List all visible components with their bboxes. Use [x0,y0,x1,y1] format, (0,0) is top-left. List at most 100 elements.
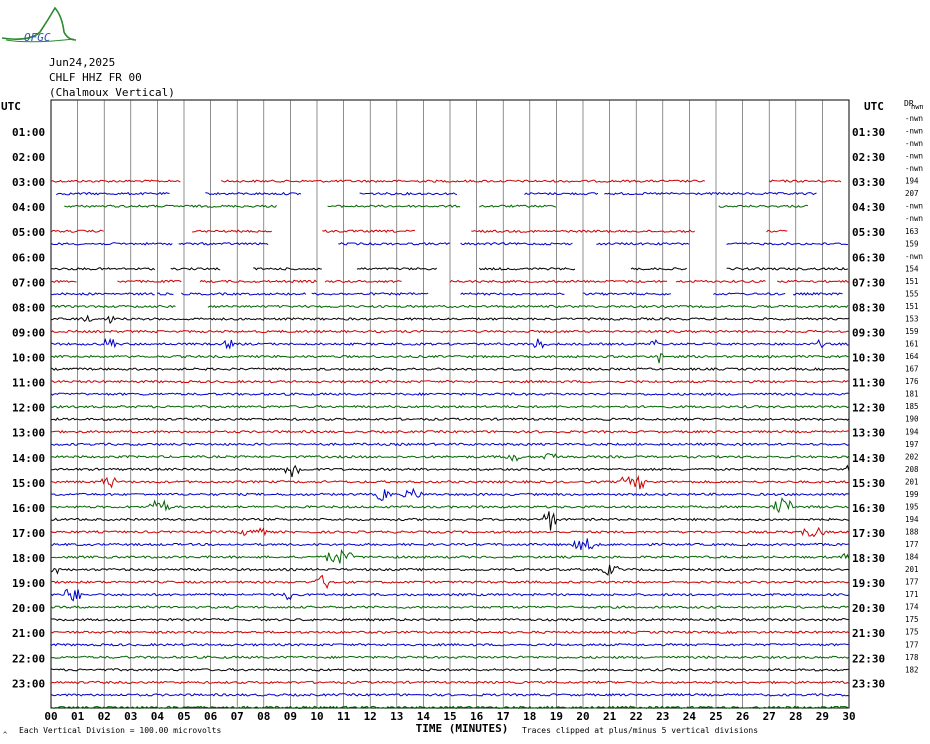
right-hour-label: 19:30 [852,577,885,590]
seismic-traces [50,179,850,710]
x-tick-label: 20 [576,710,589,723]
trace-0300 [524,191,599,196]
trace-2000 [50,617,850,622]
dr-value: 194 [905,515,919,524]
trace-0600 [356,267,438,271]
dr-value: 181 [905,390,919,399]
dr-subheader: nwn [911,103,924,111]
right-hour-label: 16:30 [852,502,885,515]
x-tick-label: 02 [98,710,111,723]
trace-2300 [50,693,850,697]
dr-value: 167 [905,365,919,374]
x-tick-label: 00 [44,710,57,723]
trace-1700 [50,538,850,551]
x-tick-label: 23 [656,710,669,723]
right-hour-label: 18:30 [852,552,885,565]
dr-value: 182 [905,665,919,674]
left-hour-label: 18:00 [12,552,45,565]
trace-0700 [50,292,155,296]
trace-0330 [718,204,809,208]
right-hour-label: 03:30 [852,176,885,189]
left-hour-label: 04:00 [12,201,45,214]
right-hour-label: 22:30 [852,652,885,665]
right-hour-label: 08:30 [852,301,885,314]
trace-0600 [630,267,687,271]
trace-1630 [50,526,850,538]
ofgc-logo: OFGC [0,2,80,44]
right-hour-label: 15:30 [852,477,885,490]
trace-0630 [324,279,402,284]
dr-value: 175 [905,628,919,637]
trace-2230 [50,680,850,685]
x-tick-label: 30 [842,710,855,723]
dr-value: -nwn [905,252,923,261]
dr-value: 194 [905,427,919,436]
trace-0630 [199,279,317,284]
x-tick-label: 22 [630,710,643,723]
x-axis-label: TIME (MINUTES) [416,722,509,735]
left-hour-label: 13:00 [12,427,45,440]
x-tick-label: 25 [709,710,722,723]
right-hour-label: 04:30 [852,201,885,214]
x-tick-label: 24 [683,710,697,723]
trace-1100 [50,392,850,396]
station-label: CHLF HHZ FR 00 [49,71,142,84]
right-hour-label: 07:30 [852,276,885,289]
dr-value: 185 [905,402,919,411]
left-hour-label: 09:00 [12,326,45,339]
trace-0700 [311,292,429,296]
left-hour-label: 03:00 [12,176,45,189]
x-tick-label: 16 [470,710,484,723]
x-tick-label: 06 [204,710,218,723]
dr-value: 178 [905,653,919,662]
right-hour-label: 12:30 [852,402,885,415]
dr-value: 174 [905,603,919,612]
dr-value: 195 [905,502,919,511]
dr-value: -nwn [905,114,923,123]
logo-text: OFGC [24,31,51,44]
trace-1000 [50,367,850,371]
trace-1300 [50,442,850,447]
trace-0830 [50,329,850,334]
dr-value: 151 [905,277,919,286]
right-hour-label: 11:30 [852,377,885,390]
dr-value: 171 [905,590,919,599]
x-tick-label: 09 [284,710,297,723]
trace-0700 [180,292,307,296]
left-hour-label: 01:00 [12,126,45,139]
trace-0230 [220,179,705,183]
left-hour-label: 15:00 [12,477,45,490]
right-hour-label: 13:30 [852,427,885,440]
x-tick-label: 19 [550,710,563,723]
x-tick-label: 29 [816,710,829,723]
trace-0700 [792,292,843,296]
x-tick-label: 08 [257,710,270,723]
trace-0300 [604,191,817,196]
trace-2200 [50,667,850,672]
dr-value: 153 [905,314,919,323]
right-hour-label: 21:30 [852,627,885,640]
x-tick-label: 14 [417,710,431,723]
trace-0430 [191,229,272,233]
right-hour-label: 05:30 [852,226,885,239]
x-tick-label: 27 [763,710,776,723]
dr-value: 194 [905,177,919,186]
trace-1130 [50,404,850,409]
x-tick-label: 17 [497,710,510,723]
dr-value: 177 [905,540,919,549]
trace-1800 [50,564,850,576]
left-hour-label: 16:00 [12,502,45,515]
trace-0300 [359,191,458,196]
x-tick-label: 15 [443,710,456,723]
trace-2100 [50,642,850,647]
x-tick-label: 07 [231,710,244,723]
trace-1930 [50,605,850,609]
dr-value: 197 [905,440,919,449]
trace-0430 [322,229,415,233]
trace-0500 [726,242,848,246]
dr-value: 177 [905,578,919,587]
dr-value: 163 [905,227,919,236]
trace-0230 [50,179,181,183]
x-tick-label: 10 [310,710,323,723]
